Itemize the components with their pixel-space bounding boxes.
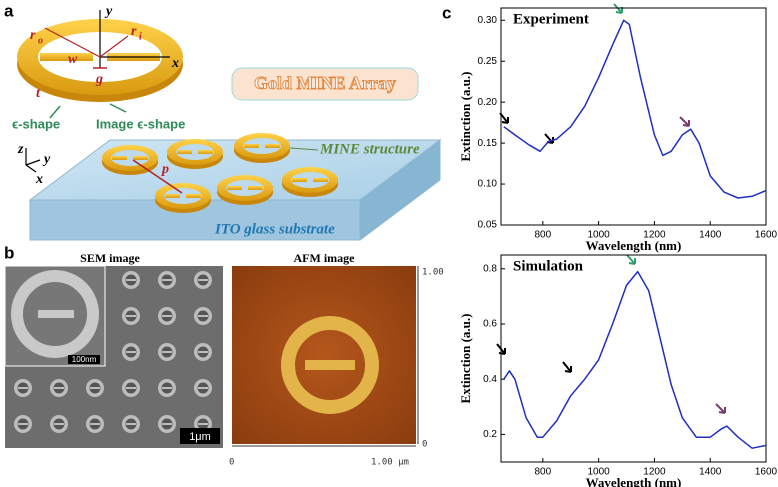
array-ring-hole [226, 180, 264, 196]
x-tick-label: 1000 [588, 467, 611, 478]
ring-label: w [68, 52, 78, 67]
shape-label: Image ϵ-shape [96, 116, 185, 131]
ring-label: g [95, 72, 103, 87]
array-ring-bar [177, 150, 192, 154]
axis-letter: x [35, 172, 43, 187]
substrate-label: ITO glass substrate [214, 221, 335, 237]
x-tick-label: 1000 [588, 230, 611, 241]
afm-tick: 0 [229, 458, 234, 468]
ring-label: t [36, 86, 41, 101]
axes-icon [25, 148, 41, 173]
y-tick-label: 0.15 [478, 138, 498, 149]
x-axis-label: Wavelength (nm) [586, 238, 682, 253]
scale-label: 100nm [72, 355, 97, 364]
array-ring-hole [111, 150, 149, 166]
image-title: SEM image [80, 251, 140, 265]
x-tick-label: 1400 [699, 467, 722, 478]
y-tick-label: 0.05 [478, 220, 498, 231]
chart-title: Experiment [513, 11, 589, 27]
x-tick-label: 1400 [699, 230, 722, 241]
title-box [231, 67, 419, 101]
array-ring-bar [227, 186, 242, 190]
axis-letter: z [17, 142, 24, 157]
chart-title: Simulation [513, 258, 584, 274]
axis-letter: y [104, 4, 113, 19]
y-tick-label: 0.2 [483, 429, 497, 440]
pointer [49, 103, 127, 119]
x-tick-label: 800 [534, 467, 551, 478]
y-tick-label: 0.25 [478, 56, 498, 67]
sem-bar [38, 310, 74, 318]
sem-ring [11, 270, 99, 358]
plot-frame [500, 254, 767, 463]
array-ring-bar [244, 144, 259, 148]
panel-label: a [4, 1, 14, 20]
image-title: AFM image [294, 251, 356, 265]
shape-label: ϵ-shape [12, 116, 60, 131]
x-tick-label: 1200 [643, 230, 666, 241]
scale-box [180, 428, 220, 444]
array-ring-bar [186, 194, 201, 198]
peak-arrows [496, 3, 726, 414]
array-ring-bar [313, 178, 328, 182]
array-ring-bar [165, 194, 180, 198]
ring-diagram [17, 10, 183, 102]
array-ring-bar [265, 144, 280, 148]
axis-letter: y [42, 152, 51, 167]
array-ring-bar [112, 156, 127, 160]
array-ring-hole [291, 172, 329, 188]
data-line [503, 19, 767, 199]
x-tick-label: 800 [534, 230, 551, 241]
afm-tick: 0 [422, 440, 427, 450]
scale-label: 1μm [189, 431, 211, 443]
ring-label: r [30, 28, 36, 43]
ring-subscript: o [38, 35, 43, 46]
data-line [503, 270, 767, 449]
array-ring-bar [133, 156, 148, 160]
pointer [289, 147, 319, 151]
x-tick-label: 1600 [755, 467, 778, 478]
x-axis-label: Wavelength (nm) [586, 475, 682, 487]
y-tick-label: 0.20 [478, 97, 498, 108]
y-tick-label: 0.6 [483, 319, 497, 330]
array-ring-hole [176, 144, 214, 160]
axis-letter: x [171, 56, 179, 71]
array-title: Gold MINE Array [254, 73, 396, 93]
y-tick-label: 0.10 [478, 179, 498, 190]
period-label: p [161, 162, 169, 177]
y-tick-label: 0.30 [478, 15, 498, 26]
panel-label: b [4, 243, 14, 262]
afm-ring [281, 316, 379, 414]
x-tick-label: 1600 [755, 230, 778, 241]
array-ring-bar [248, 186, 263, 190]
ring-array [102, 133, 338, 213]
array-ring-hole [243, 138, 281, 154]
array-ring-hole [164, 188, 202, 204]
y-tick-label: 0.4 [483, 374, 497, 385]
x-tick-label: 1200 [643, 467, 666, 478]
ring-subscript: i [139, 31, 142, 42]
y-axis-label: Extinction (a.u.) [458, 72, 473, 162]
array-ring-bar [292, 178, 307, 182]
plot-frame [500, 7, 767, 226]
y-tick-label: 0.8 [483, 263, 497, 274]
y-axis-label: Extinction (a.u.) [458, 314, 473, 404]
afm-tick: 1.00 μm [371, 458, 409, 468]
array-ring-bar [198, 150, 213, 154]
afm-bar [305, 360, 355, 370]
afm-tick: 1.00 [422, 268, 444, 278]
scale-box [68, 355, 100, 364]
ring-label: r [131, 24, 137, 39]
afm-image [232, 266, 416, 444]
period-arrow [132, 159, 183, 194]
structure-label: MINE structure [319, 141, 420, 157]
panel-label: c [442, 3, 451, 22]
